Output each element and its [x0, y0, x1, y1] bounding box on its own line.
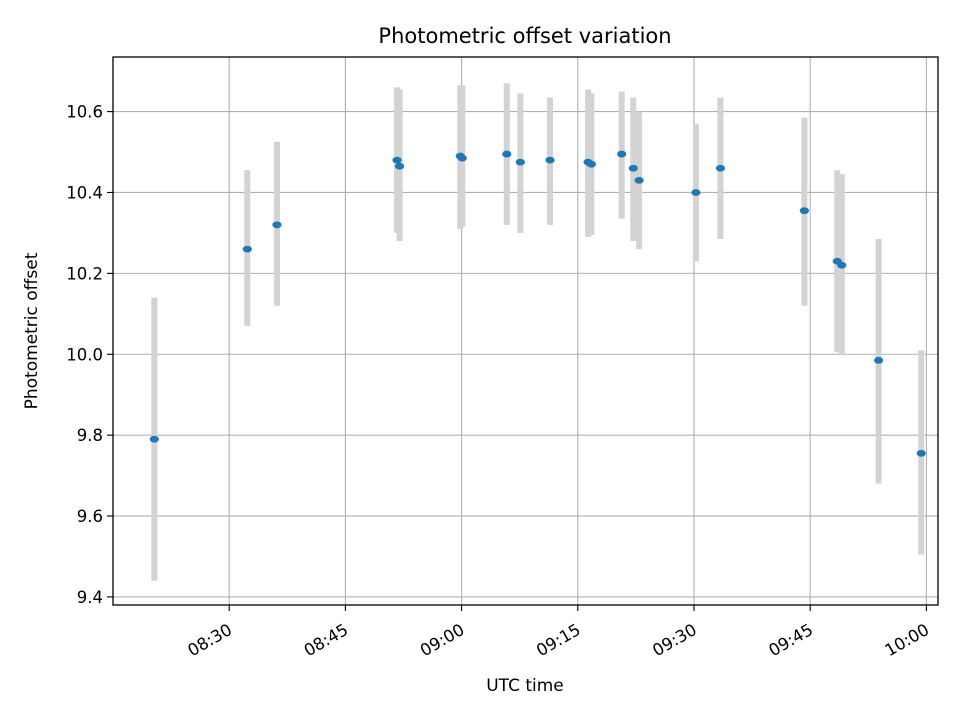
data-point	[634, 176, 644, 184]
data-point	[502, 150, 512, 158]
data-point	[874, 356, 884, 364]
data-point	[457, 154, 467, 162]
data-points	[149, 150, 926, 457]
y-tick-label: 9.4	[77, 588, 103, 607]
data-point	[628, 164, 638, 172]
y-tick-label: 9.8	[77, 426, 103, 445]
data-point	[799, 207, 809, 215]
data-point	[392, 156, 402, 164]
data-point	[545, 156, 555, 164]
data-point	[272, 221, 282, 229]
data-point	[586, 160, 596, 168]
y-tick-label: 10.4	[66, 183, 103, 202]
data-point	[149, 435, 159, 443]
grid-lines	[113, 57, 938, 605]
y-tick-label: 10.0	[66, 345, 103, 364]
plot-frame	[112, 56, 939, 606]
y-tick-label: 9.6	[77, 507, 103, 526]
data-point	[691, 189, 701, 196]
data-point	[242, 245, 252, 253]
y-axis-label: Photometric offset	[22, 252, 42, 409]
x-axis-label: UTC time	[486, 676, 564, 696]
chart-title: Photometric offset variation	[378, 24, 671, 48]
y-tick-label: 10.2	[66, 264, 103, 283]
data-point	[916, 449, 926, 457]
data-point	[617, 150, 627, 158]
data-point	[837, 261, 847, 269]
data-point	[515, 158, 525, 166]
y-tick-label: 10.6	[66, 103, 103, 122]
data-point	[395, 162, 405, 170]
data-point	[715, 164, 726, 172]
